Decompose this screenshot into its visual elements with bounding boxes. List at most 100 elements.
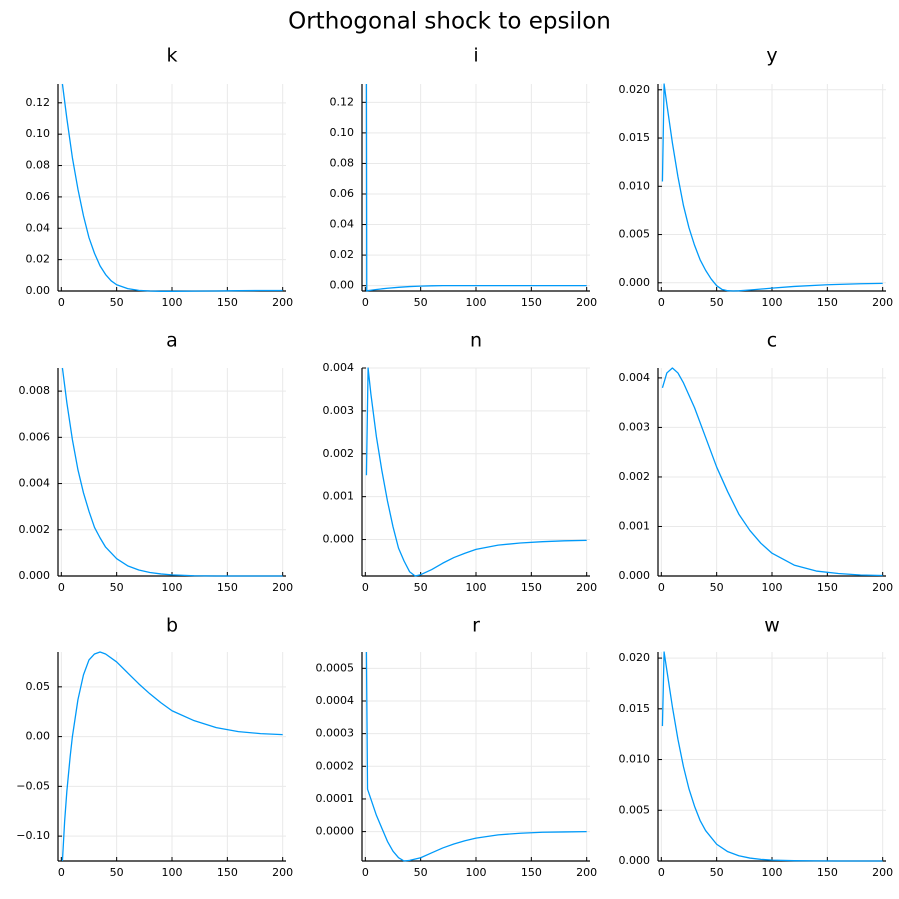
figure-title: Orthogonal shock to epsilon (288, 9, 611, 35)
x-tick-label: 0 (362, 296, 369, 309)
y-tick-label: 0.00 (26, 730, 51, 743)
panel-title: a (166, 330, 178, 352)
x-tick-label: 100 (466, 296, 487, 309)
y-tick-label: 0.000 (619, 854, 651, 867)
x-tick-label: 150 (217, 581, 238, 594)
x-tick-label: 150 (817, 581, 838, 594)
x-tick-label: 150 (817, 866, 838, 879)
panel-n: n 0 50 100 150 200 0.000 0.001 0.002 0.003 0.004 (323, 330, 598, 595)
x-tick-label: 0 (58, 866, 65, 879)
x-tick-label: 50 (414, 581, 428, 594)
panel-title: w (764, 615, 780, 637)
x-tick-label: 200 (576, 581, 597, 594)
y-tick-label: 0.00 (26, 284, 51, 297)
y-tick-label: 0.002 (619, 470, 651, 483)
x-tick-label: 50 (110, 866, 124, 879)
y-tick-label: 0.0002 (316, 759, 355, 772)
y-tick-label: 0.06 (26, 190, 51, 203)
y-tick-label: 0.08 (330, 156, 355, 169)
y-tick-label: 0.006 (19, 430, 51, 443)
x-tick-label: 100 (162, 866, 183, 879)
y-tick-label: 0.004 (323, 361, 355, 374)
y-tick-label: 0.015 (619, 131, 651, 144)
x-tick-label: 200 (576, 296, 597, 309)
y-tick-label: 0.0004 (316, 694, 355, 707)
y-tick-label: 0.002 (323, 447, 355, 460)
y-tick-label: 0.020 (619, 651, 651, 664)
y-tick-label: 0.001 (323, 490, 355, 503)
x-tick-label: 0 (58, 296, 65, 309)
panel-title: n (470, 330, 482, 352)
x-tick-label: 50 (414, 296, 428, 309)
x-tick-label: 50 (414, 866, 428, 879)
y-tick-label: 0.000 (323, 533, 355, 546)
y-tick-label: 0.002 (19, 523, 51, 536)
y-tick-label: 0.00 (330, 279, 355, 292)
series-line (61, 651, 283, 862)
y-tick-label: 0.004 (19, 477, 51, 490)
y-tick-label: 0.06 (330, 187, 355, 200)
panel-i: i 0 50 100 150 200 0.00 0.02 0.04 0.06 0.08 0.10 0.1… (330, 45, 598, 310)
x-tick-label: 200 (872, 296, 893, 309)
x-tick-label: 50 (710, 866, 724, 879)
series-line (661, 83, 883, 292)
y-tick-label: 0.10 (26, 127, 51, 140)
panel-title: b (166, 615, 178, 637)
y-tick-label: 0.12 (26, 96, 51, 109)
series-line (365, 651, 587, 862)
y-tick-label: 0.08 (26, 159, 51, 172)
x-tick-label: 150 (521, 866, 542, 879)
x-tick-label: 100 (162, 296, 183, 309)
series-line (365, 83, 587, 292)
panel-title: k (166, 45, 177, 67)
panel-title: i (473, 45, 478, 67)
x-tick-label: 0 (658, 581, 665, 594)
x-tick-label: 150 (817, 296, 838, 309)
x-tick-label: 0 (658, 866, 665, 879)
y-tick-label: 0.000 (619, 276, 651, 289)
x-tick-label: 100 (762, 866, 783, 879)
x-tick-label: 0 (362, 866, 369, 879)
series-line (661, 651, 883, 862)
x-tick-label: 50 (710, 296, 724, 309)
panel-b: b 0 50 100 150 200 −0.10 −0.05 0.00 0.05 (16, 615, 293, 880)
y-tick-label: 0.000 (19, 569, 51, 582)
panel-title: c (767, 330, 777, 352)
x-tick-label: 50 (110, 296, 124, 309)
y-tick-label: 0.0005 (316, 661, 355, 674)
y-tick-label: 0.0003 (316, 727, 355, 740)
y-tick-label: 0.04 (330, 218, 355, 231)
series-line (61, 367, 283, 577)
y-tick-label: 0.0000 (316, 825, 355, 838)
x-tick-label: 200 (576, 866, 597, 879)
y-tick-label: 0.05 (26, 680, 51, 693)
y-tick-label: 0.020 (619, 83, 651, 96)
series-line (61, 83, 283, 292)
x-tick-label: 200 (272, 296, 293, 309)
x-tick-label: 100 (466, 581, 487, 594)
y-tick-label: 0.008 (19, 384, 51, 397)
y-tick-label: 0.004 (619, 371, 651, 384)
y-tick-label: 0.010 (619, 753, 651, 766)
y-tick-label: 0.12 (330, 95, 355, 108)
y-tick-label: 0.0001 (316, 792, 355, 805)
x-tick-label: 150 (521, 581, 542, 594)
y-tick-label: 0.005 (619, 803, 651, 816)
x-tick-label: 150 (217, 296, 238, 309)
x-tick-label: 0 (362, 581, 369, 594)
panel-title: y (766, 45, 777, 67)
x-tick-label: 200 (272, 581, 293, 594)
panel-k: k 0 50 100 150 200 0.00 0.02 0.04 0.06 0.08 0.10 0.1… (26, 45, 294, 310)
x-tick-label: 200 (272, 866, 293, 879)
y-tick-label: 0.005 (619, 228, 651, 241)
y-tick-label: 0.010 (619, 179, 651, 192)
x-tick-label: 200 (872, 866, 893, 879)
y-tick-label: 0.000 (619, 569, 651, 582)
x-tick-label: 50 (710, 581, 724, 594)
panel-r: r 0 50 100 150 200 0.0000 0.0001 0.0002 0.0003 0.0… (316, 615, 598, 880)
x-tick-label: 0 (58, 581, 65, 594)
panel-title: r (472, 615, 480, 637)
y-tick-label: −0.10 (16, 829, 50, 842)
x-tick-label: 100 (466, 866, 487, 879)
y-tick-label: −0.05 (16, 779, 50, 792)
